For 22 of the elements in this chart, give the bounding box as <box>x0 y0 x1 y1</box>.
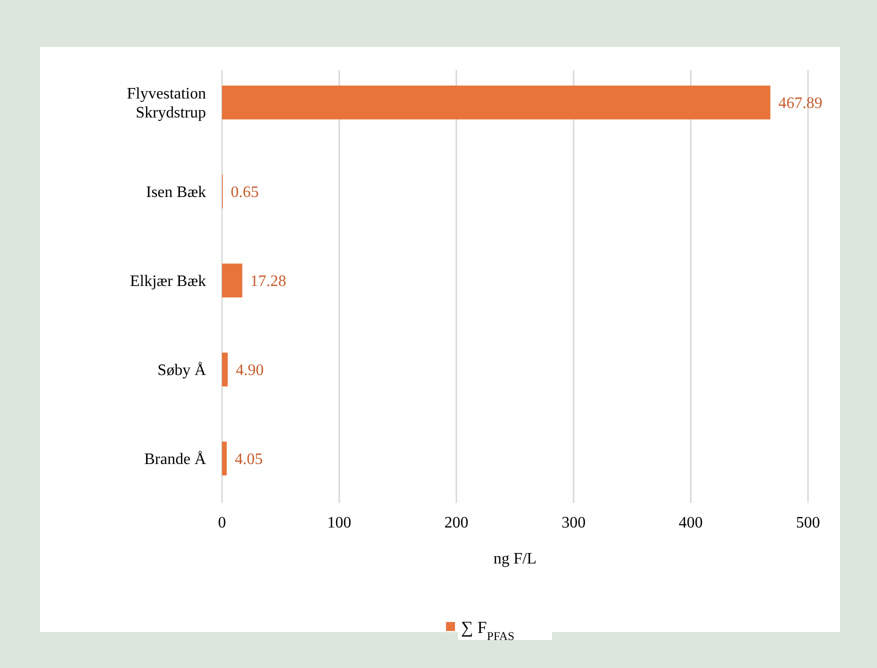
data-label: 0.65 <box>230 184 259 202</box>
x-axis-title: ng F/L <box>493 550 537 568</box>
x-tick-label: 100 <box>327 514 352 532</box>
bar <box>222 264 242 298</box>
x-tick-label: 200 <box>444 514 468 532</box>
bar <box>222 352 228 386</box>
data-label: 467.89 <box>778 95 822 112</box>
x-tick-label: 400 <box>678 514 703 532</box>
bar <box>222 442 227 476</box>
legend-label: ∑ F$_{PFAS}$ <box>461 618 514 643</box>
y-tick-label: Søby Å <box>158 361 206 380</box>
x-tick-label: 0 <box>218 514 226 532</box>
bar <box>222 86 770 120</box>
y-tick-label: Elkjær Bæk <box>130 273 206 290</box>
y-tick-label: Brande Å <box>144 450 206 468</box>
x-tick-label: 300 <box>562 514 586 532</box>
data-label: 4.05 <box>234 451 263 468</box>
y-tick-label: Isen Bæk <box>146 184 206 202</box>
data-label: 17.28 <box>250 273 286 290</box>
x-tick-label: 500 <box>796 514 820 532</box>
y-tick-label: Flyvestation Skrydstrup <box>126 86 206 122</box>
data-label: 4.90 <box>236 362 264 380</box>
